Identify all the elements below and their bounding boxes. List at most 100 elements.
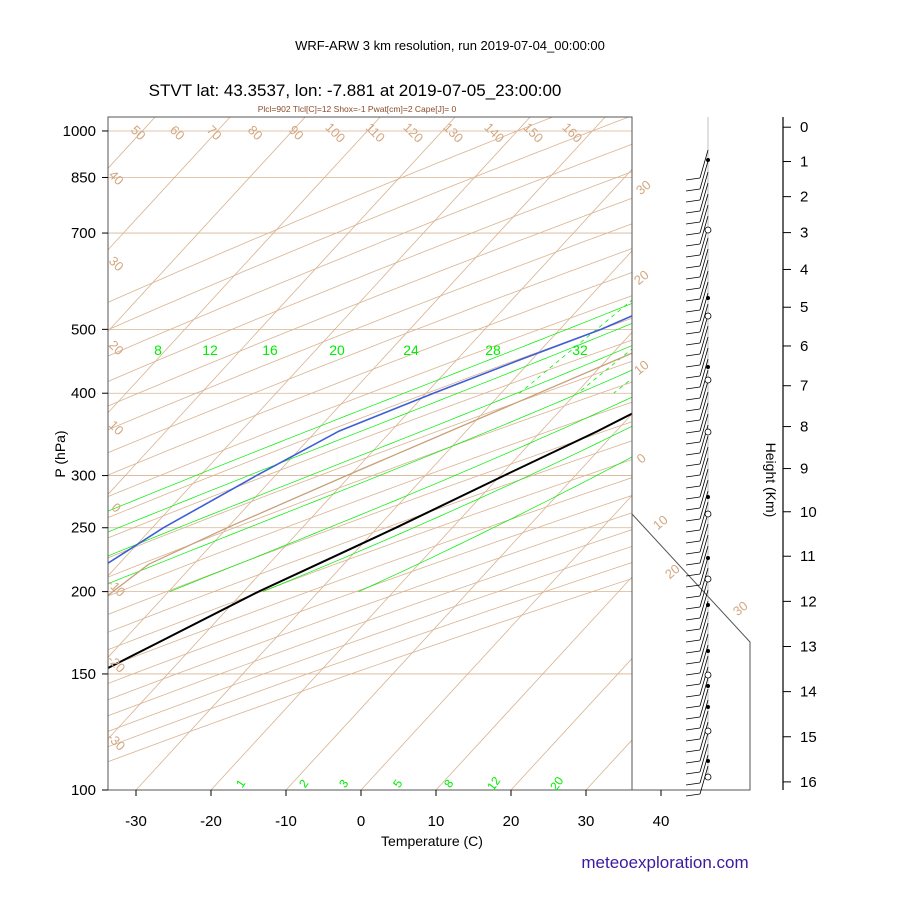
mixing-ratio-label: 1 — [233, 777, 248, 791]
dry-adiabat-label: 130 — [440, 120, 466, 146]
pressure-tick-label: 500 — [71, 321, 96, 338]
moist-adiabat-label: 24 — [403, 342, 419, 358]
wind-barbs — [685, 117, 712, 797]
height-tick-label: 13 — [800, 638, 817, 655]
wind-barb-flag — [685, 199, 701, 203]
isotherm — [435, 576, 632, 790]
dry-adiabat — [108, 360, 632, 559]
dry-adiabat — [108, 248, 632, 454]
wind-barb-flag — [685, 727, 701, 731]
height-tick-label: 7 — [800, 378, 808, 395]
wind-barb-flag — [685, 430, 701, 434]
wind-barb-flag — [685, 342, 701, 346]
wind-barb — [699, 611, 709, 641]
wind-barb-flag — [685, 540, 701, 544]
wind-barb — [699, 732, 709, 762]
isotherm — [510, 657, 632, 790]
isotherm-label: 10 — [650, 512, 671, 533]
dry-adiabat — [108, 223, 632, 431]
calm-circle — [704, 510, 712, 518]
isotherm-label: 30 — [730, 598, 751, 619]
height-tick-label: 15 — [800, 729, 817, 746]
dry-adiabat-label: 70 — [204, 122, 225, 143]
wind-barb-flag — [685, 529, 701, 533]
height-tick-label: 3 — [800, 225, 808, 242]
calm-circle — [704, 671, 712, 679]
pressure-tick-label: 1000 — [63, 123, 96, 140]
wind-barb-flag — [685, 441, 701, 445]
sounding-lines — [108, 315, 632, 670]
temperature-profile — [108, 412, 632, 670]
wind-barb-flag — [685, 573, 701, 577]
wind-barb-flag — [685, 551, 701, 555]
height-tick-label: 16 — [800, 774, 817, 791]
wind-barb-flag — [685, 793, 701, 797]
wind-barb — [699, 204, 709, 234]
wind-barb — [699, 567, 709, 597]
wind-barb-flag — [685, 232, 701, 236]
moist-adiabat — [262, 425, 632, 592]
wind-barb — [699, 479, 709, 509]
wind-barb — [699, 501, 709, 531]
mixing-ratio-line — [748, 117, 900, 393]
isotherm-label: 20 — [662, 561, 683, 582]
wind-barb-flag — [685, 177, 701, 181]
plot-border — [107, 116, 633, 791]
wind-barb — [699, 710, 709, 740]
wind-barb-flag — [685, 320, 701, 324]
x-tick-label: 30 — [578, 813, 595, 830]
x-tick-label: -20 — [200, 813, 222, 830]
dry-adiabat — [108, 459, 632, 651]
isotherm-label: 20 — [631, 267, 652, 288]
dry-adiabat — [108, 272, 632, 476]
moist-adiabat-label: 8 — [154, 342, 162, 358]
wind-barb — [699, 237, 709, 267]
dry-adiabat — [108, 421, 632, 615]
dry-adiabat-left-label: 30 — [106, 253, 127, 274]
moist-adiabat-label: 20 — [329, 342, 345, 358]
wind-barb — [699, 281, 709, 311]
x-tick-label: -10 — [275, 813, 297, 830]
x-tick-label: 20 — [503, 813, 520, 830]
x-tick-label: 0 — [357, 813, 365, 830]
wind-barb-flag — [685, 617, 701, 621]
height-tick-label: 10 — [800, 504, 817, 521]
wind-barb-flag — [685, 738, 701, 742]
wind-barb-flag — [685, 771, 701, 775]
isotherm — [108, 117, 606, 658]
indices-line: Plcl=902 Tlcl[C]=12 Shox=-1 Pwat[cm]=2 C… — [258, 104, 457, 114]
wind-barb — [699, 171, 709, 201]
mixing-ratio-label: 5 — [390, 777, 405, 791]
parcel-path — [108, 352, 632, 597]
dry-adiabat-left-label: 0 — [108, 500, 124, 516]
wind-barb-flag — [685, 518, 701, 522]
page-title: WRF-ARW 3 km resolution, run 2019-07-04_… — [295, 38, 605, 53]
wind-barb-flag — [685, 705, 701, 709]
moist-adiabat — [108, 323, 632, 533]
height-tick-label: 6 — [800, 338, 808, 355]
wind-barb — [699, 589, 709, 619]
dry-adiabat-left-label: 20 — [106, 337, 127, 358]
isotherm-label: 0 — [634, 450, 649, 466]
height-tick-label: 2 — [800, 189, 808, 206]
wind-barb — [699, 446, 709, 476]
calm-circle — [704, 312, 712, 320]
isotherm — [585, 739, 632, 790]
wind-barb-flag — [685, 683, 701, 687]
wind-barb-flag — [685, 221, 701, 225]
pressure-tick-label: 150 — [71, 666, 96, 683]
wind-barb — [699, 314, 709, 344]
pressure-tick-label: 100 — [71, 782, 96, 799]
wind-point — [706, 684, 710, 688]
wind-barb-flag — [685, 672, 701, 676]
wind-point — [706, 495, 710, 499]
wind-barb-flag — [685, 463, 701, 467]
wind-barb — [699, 666, 709, 696]
wind-barb — [699, 215, 709, 245]
wind-barb-flag — [685, 331, 701, 335]
calm-circle — [704, 575, 712, 583]
credit-link[interactable]: meteoexploration.com — [581, 853, 748, 872]
wind-barb-flag — [685, 782, 701, 786]
wind-barb-flag — [685, 408, 701, 412]
wind-barb — [699, 765, 709, 795]
